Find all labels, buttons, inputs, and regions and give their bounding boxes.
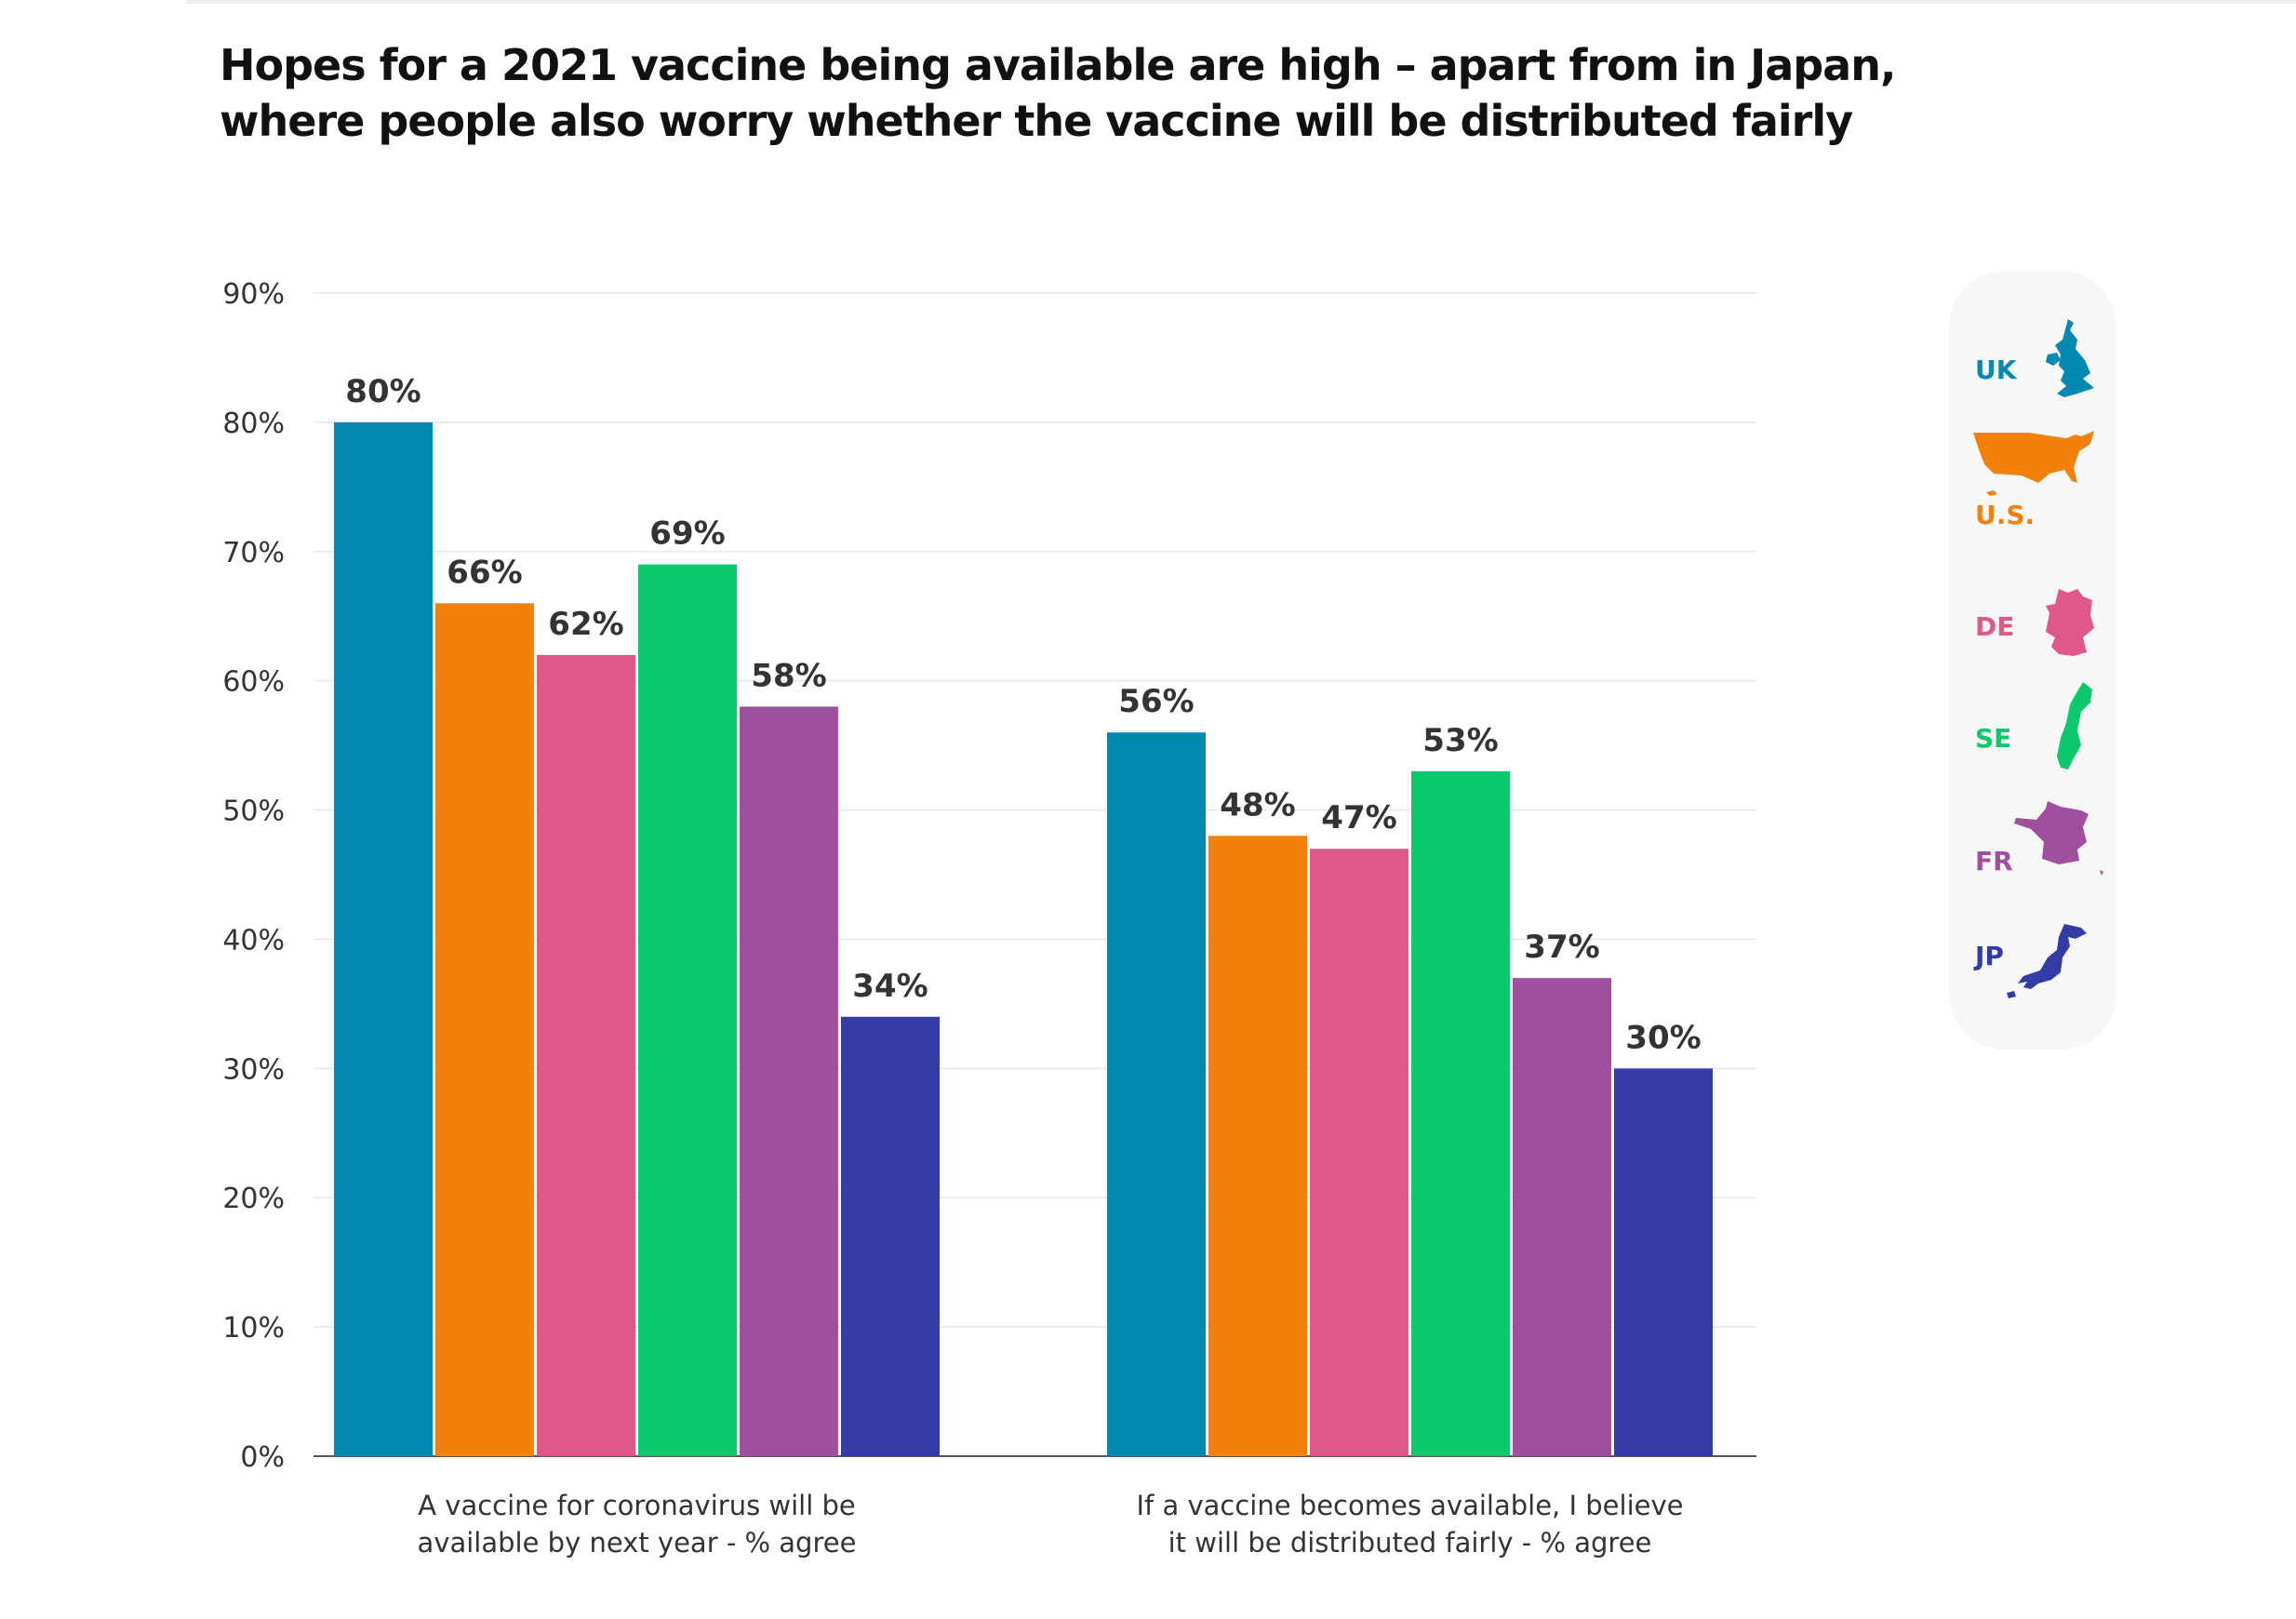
legend-item-fr: FR [1949, 792, 2116, 894]
data-label: 80% [345, 373, 420, 410]
legend-item-jp: JP [1949, 903, 2116, 1006]
category-label: it will be distributed fairly - % agree [1168, 1527, 1652, 1559]
category-label: available by next year - % agree [418, 1527, 857, 1559]
legend-item-us: U.S. [1949, 429, 2116, 531]
data-label: 62% [548, 606, 623, 643]
data-label: 58% [751, 657, 826, 694]
y-tick-label: 20% [222, 1183, 285, 1215]
legend-item-uk: UK [1949, 299, 2116, 401]
bar-se-2 [1411, 770, 1510, 1456]
legend-item-de: DE [1949, 578, 2116, 680]
bar-jp-2 [1614, 1068, 1713, 1456]
legend-label: FR [1975, 846, 2013, 876]
legend: UK U.S. DE SE FR JP [1949, 271, 2116, 1050]
data-label: 69% [649, 515, 725, 553]
y-tick-label: 90% [222, 278, 285, 311]
bar-jp-1 [841, 1016, 940, 1456]
bar-us-2 [1208, 836, 1307, 1456]
data-label: 34% [852, 968, 928, 1005]
legend-label: U.S. [1975, 500, 2036, 530]
category-label: A vaccine for coronavirus will be [418, 1490, 856, 1521]
y-tick-label: 60% [222, 666, 285, 699]
bar-de-1 [537, 654, 635, 1456]
bar-fr-1 [740, 706, 838, 1456]
legend-label: DE [1975, 611, 2015, 642]
bar-us-1 [435, 603, 534, 1456]
data-label: 56% [1118, 683, 1194, 720]
y-tick-label: 30% [222, 1053, 285, 1086]
us-map-icon [1968, 429, 2098, 507]
uk-map-icon [2042, 317, 2098, 414]
data-label: 66% [447, 554, 522, 591]
france-map-icon [2014, 801, 2107, 879]
legend-item-se: SE [1949, 680, 2116, 783]
germany-map-icon [2042, 587, 2098, 665]
data-label: 53% [1422, 722, 1498, 759]
chart-title: Hopes for a 2021 vaccine being available… [220, 40, 1896, 146]
japan-map-icon [2005, 922, 2089, 1019]
legend-label: JP [1975, 941, 2004, 971]
legend-label: SE [1975, 723, 2012, 754]
y-tick-label: 0% [240, 1441, 285, 1474]
legend-label: UK [1975, 355, 2017, 385]
data-label: 47% [1321, 799, 1396, 836]
y-tick-label: 70% [222, 537, 285, 569]
category-label: If a vaccine becomes available, I believ… [1137, 1490, 1684, 1521]
y-tick-label: 50% [222, 796, 285, 828]
bar-uk-1 [334, 421, 433, 1456]
data-label: 48% [1220, 786, 1295, 823]
bar-uk-2 [1107, 732, 1206, 1456]
bar-fr-2 [1513, 978, 1611, 1456]
bar-se-1 [638, 564, 737, 1456]
data-label: 30% [1625, 1019, 1701, 1056]
data-label: 37% [1524, 929, 1599, 966]
y-tick-label: 80% [222, 408, 285, 440]
top-border [186, 0, 2296, 4]
sweden-map-icon [2051, 680, 2098, 777]
y-tick-label: 10% [222, 1312, 285, 1345]
bar-de-2 [1310, 849, 1408, 1456]
y-tick-label: 40% [222, 924, 285, 957]
